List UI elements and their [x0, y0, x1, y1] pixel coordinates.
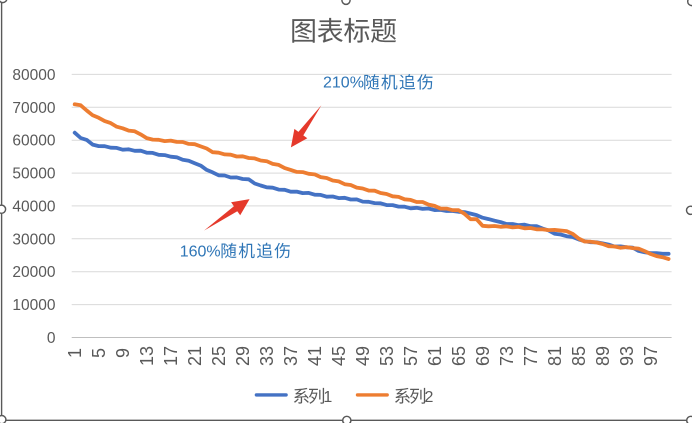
svg-text:9: 9 [113, 348, 133, 358]
svg-text:210%: 210% [323, 75, 364, 92]
svg-text:70000: 70000 [12, 100, 55, 117]
svg-text:57: 57 [401, 346, 421, 366]
svg-text:41: 41 [305, 346, 325, 366]
svg-text:17: 17 [161, 346, 181, 366]
svg-text:45: 45 [329, 346, 349, 366]
svg-text:85: 85 [569, 346, 589, 366]
svg-text:81: 81 [545, 346, 565, 366]
svg-text:77: 77 [521, 346, 541, 366]
svg-text:61: 61 [425, 346, 445, 366]
svg-text:10000: 10000 [12, 297, 55, 314]
svg-text:30000: 30000 [12, 231, 55, 248]
svg-text:73: 73 [497, 346, 517, 366]
svg-text:97: 97 [641, 346, 661, 366]
svg-text:1: 1 [65, 348, 85, 358]
svg-text:80000: 80000 [12, 67, 55, 84]
svg-text:0: 0 [47, 330, 56, 347]
svg-text:69: 69 [473, 346, 493, 366]
svg-text:53: 53 [377, 346, 397, 366]
svg-text:20000: 20000 [12, 264, 55, 281]
svg-text:33: 33 [257, 346, 277, 366]
svg-text:50000: 50000 [12, 166, 55, 183]
svg-text:160%: 160% [180, 243, 221, 260]
svg-text:5: 5 [89, 348, 109, 358]
svg-text:21: 21 [185, 346, 205, 366]
svg-text:60000: 60000 [12, 133, 55, 150]
svg-text:37: 37 [281, 346, 301, 366]
svg-text:49: 49 [353, 346, 373, 366]
svg-text:89: 89 [593, 346, 613, 366]
svg-text:93: 93 [617, 346, 637, 366]
svg-text:29: 29 [233, 346, 253, 366]
svg-text:2: 2 [425, 389, 434, 406]
svg-text:65: 65 [449, 346, 469, 366]
svg-text:25: 25 [209, 346, 229, 366]
svg-text:1: 1 [323, 389, 332, 406]
svg-text:40000: 40000 [12, 198, 55, 215]
svg-text:13: 13 [137, 346, 157, 366]
